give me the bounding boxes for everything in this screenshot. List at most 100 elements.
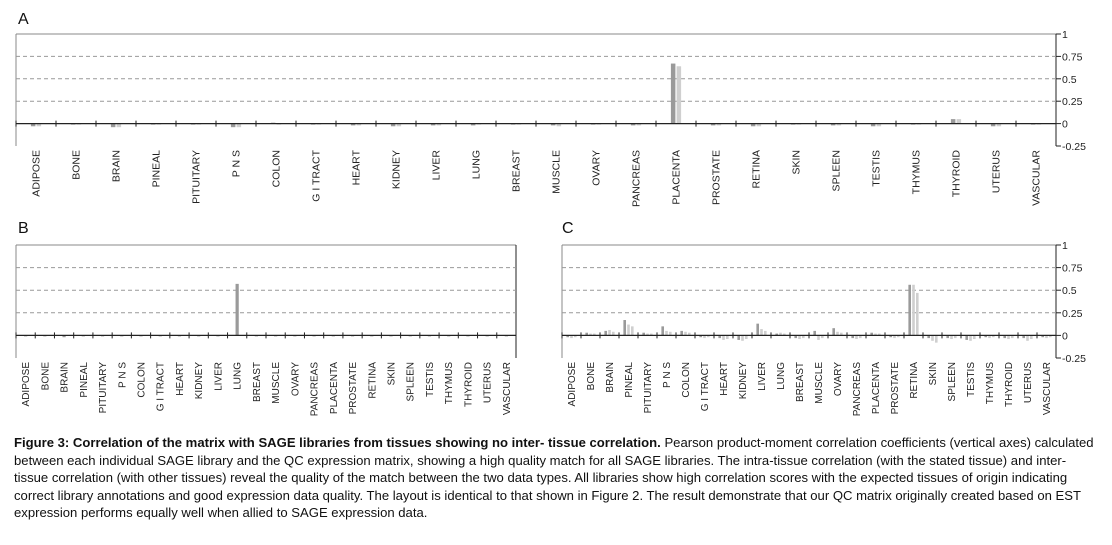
bar — [931, 335, 934, 341]
bar — [737, 335, 740, 340]
bar — [794, 335, 797, 339]
category-label: BONE — [71, 150, 83, 180]
caption-title: Figure 3: Correlation of the matrix with… — [14, 435, 661, 450]
bar — [699, 335, 702, 338]
category-label: PINEAL — [624, 362, 635, 398]
category-label: PLACENTA — [671, 150, 683, 205]
bar — [990, 123, 996, 127]
bar — [889, 335, 892, 338]
bar — [878, 333, 881, 336]
y-tick-label: 0.25 — [1062, 308, 1083, 320]
y-tick-label: 0.25 — [1062, 96, 1083, 108]
y-tick-label: 0.5 — [1062, 285, 1077, 297]
bar — [585, 332, 588, 336]
bar — [984, 335, 987, 338]
category-label: THYMUS — [985, 362, 996, 405]
bar — [750, 123, 756, 127]
bar — [631, 326, 634, 336]
bar — [1011, 335, 1014, 339]
bar — [30, 123, 36, 127]
bar — [680, 330, 683, 336]
bar — [992, 335, 995, 338]
category-label: VASCULAR — [502, 362, 513, 415]
category-label: COLON — [271, 150, 283, 187]
figure-caption: Figure 3: Correlation of the matrix with… — [14, 434, 1100, 522]
bar — [756, 323, 759, 336]
bar — [604, 330, 607, 336]
panel-c: C 1 0.75 0.5 0.25 0 -0.25 ADIPOSE BONE BRAIN PINEA… — [561, 220, 1086, 416]
bar — [745, 335, 748, 340]
bar — [236, 123, 242, 128]
bar — [688, 332, 691, 336]
bar — [726, 335, 729, 340]
bar — [589, 333, 592, 336]
category-label: BRAIN — [111, 150, 123, 182]
bar — [630, 123, 636, 126]
category-label: KIDNEY — [194, 362, 205, 400]
category-label: UTERUS — [1023, 362, 1034, 403]
category-label: G I TRACT — [156, 362, 167, 411]
bar — [798, 335, 801, 340]
bar — [893, 335, 896, 339]
category-label: PITUITARY — [98, 362, 109, 414]
category-label: G I TRACT — [700, 362, 711, 411]
category-label: RETINA — [751, 150, 763, 189]
bar — [593, 333, 596, 336]
bar — [836, 123, 842, 126]
category-label: LUNG — [471, 150, 483, 179]
bar — [783, 333, 786, 336]
category-label: SPLEEN — [947, 362, 958, 401]
y-tick-label: -0.25 — [1062, 353, 1086, 365]
panel-a: A 1 0.75 0.5 0.25 0 -0.25 ADIPOSE BONE BRAIN PINEA… — [15, 11, 1086, 207]
bar — [566, 335, 569, 338]
bar — [430, 123, 436, 126]
bar — [870, 123, 876, 127]
bar — [813, 330, 816, 336]
bar — [396, 123, 402, 127]
bar — [62, 335, 66, 338]
y-tick-label: 0 — [1062, 119, 1068, 131]
bar — [1030, 335, 1033, 340]
category-label: P N S — [231, 150, 243, 177]
bar — [1026, 335, 1029, 341]
bar — [870, 332, 873, 336]
y-tick-label: 0.75 — [1062, 51, 1083, 63]
category-label: THYROID — [463, 362, 474, 407]
category-label: BREAST — [511, 149, 523, 192]
bar — [1022, 335, 1025, 339]
bar — [661, 326, 664, 336]
bar — [973, 335, 976, 340]
bar — [946, 335, 949, 339]
bar — [840, 332, 843, 336]
category-label: COLON — [137, 362, 148, 398]
bar — [775, 333, 778, 336]
bar — [756, 123, 762, 127]
category-label: RETINA — [367, 362, 378, 399]
category-label: G I TRACT — [311, 149, 323, 201]
panel-label: C — [562, 220, 574, 237]
category-label: VASCULAR — [1042, 362, 1053, 415]
category-label: SKIN — [928, 362, 939, 385]
category-label: LIVER — [431, 150, 443, 181]
category-label: PITUITARY — [643, 362, 654, 414]
category-label: PINEAL — [79, 362, 90, 398]
bar — [954, 335, 957, 339]
y-tick-label: 0.5 — [1062, 74, 1077, 86]
bar — [851, 335, 854, 339]
bar — [650, 333, 653, 336]
category-label: BREAST — [795, 362, 806, 402]
bar — [817, 335, 820, 340]
bar — [950, 119, 956, 124]
category-label: SKIN — [387, 362, 398, 385]
category-label: BREAST — [252, 362, 263, 402]
bar — [646, 333, 649, 336]
category-label: MUSCLE — [271, 362, 282, 404]
category-label: PLACENTA — [329, 362, 340, 414]
bar — [716, 123, 722, 126]
bar — [676, 66, 682, 124]
y-tick-label: 1 — [1062, 240, 1068, 252]
category-label: MUSCLE — [551, 150, 563, 194]
category-label: P N S — [117, 362, 128, 388]
bar — [665, 330, 668, 336]
category-label: COLON — [681, 362, 692, 398]
